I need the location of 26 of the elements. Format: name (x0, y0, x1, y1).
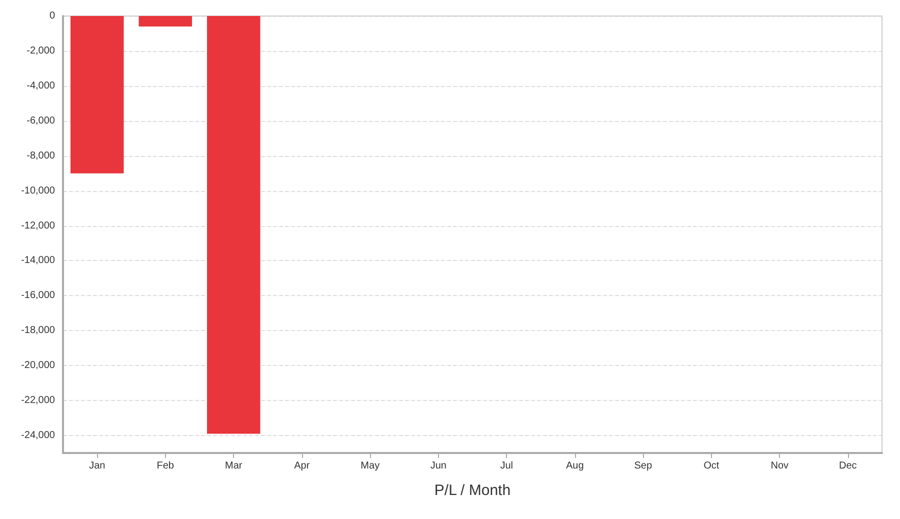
x-axis-title: P/L / Month (434, 482, 511, 499)
x-tick-label: Jun (430, 460, 446, 472)
x-tick-label: May (360, 460, 380, 472)
y-tick-label: -10,000 (21, 185, 56, 196)
x-tick-label: Jan (89, 460, 106, 472)
y-tick-label: -18,000 (21, 325, 56, 336)
x-tick-label: Mar (225, 460, 243, 472)
y-tick-label: -14,000 (21, 255, 56, 266)
x-tick-label: Nov (770, 460, 789, 472)
x-tick-label: Dec (838, 460, 857, 472)
x-tick-label: Apr (294, 460, 310, 472)
y-tick-label: 0 (49, 10, 56, 22)
y-tick-label: -4,000 (26, 80, 56, 92)
y-tick-label: -20,000 (21, 360, 56, 372)
y-tick-label: -24,000 (21, 430, 56, 442)
y-tick-label: -12,000 (21, 220, 56, 232)
y-tick-label: -2,000 (26, 45, 56, 56)
y-tick-label: -8,000 (26, 150, 56, 162)
y-tick-label: -6,000 (26, 115, 56, 126)
x-tick-label: Aug (566, 460, 584, 472)
x-tick-label: Sep (634, 460, 652, 472)
x-tick-label: Jul (500, 460, 514, 472)
x-tick-label: Oct (704, 460, 720, 472)
y-tick-label: -22,000 (21, 395, 56, 406)
y-tick-label: -16,000 (21, 290, 56, 302)
x-tick-label: Feb (156, 460, 174, 472)
